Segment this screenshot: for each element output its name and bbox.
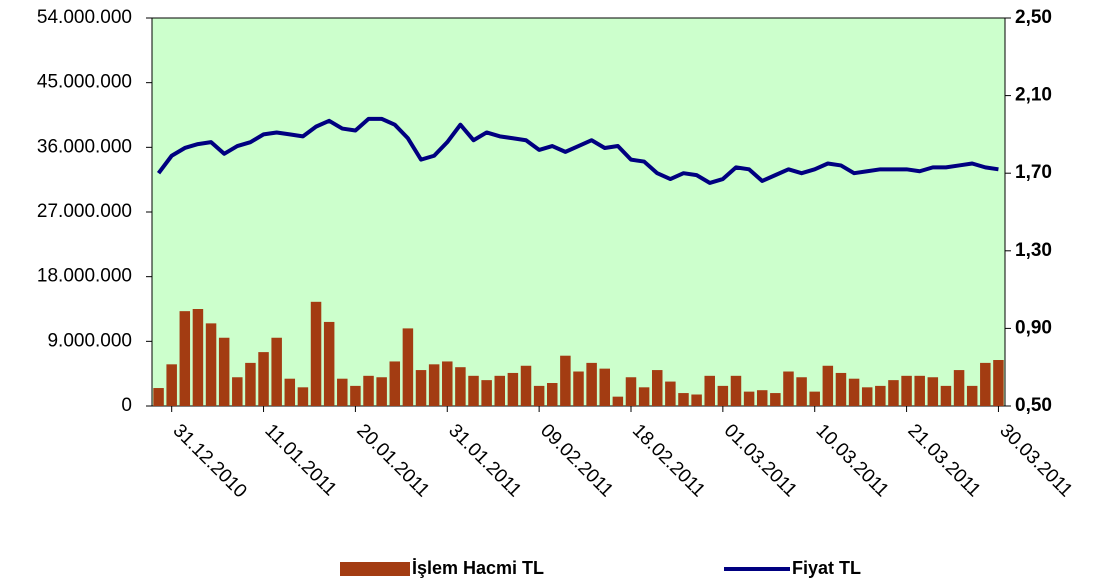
y2-tick-label: 1,30 xyxy=(1015,240,1052,261)
legend-label: Fiyat TL xyxy=(792,558,861,578)
plot-area xyxy=(151,17,1006,407)
bar xyxy=(507,372,519,406)
y2-tick-label: 2,10 xyxy=(1015,85,1052,106)
bar xyxy=(848,378,860,406)
bar xyxy=(638,387,650,406)
price-line xyxy=(156,116,999,185)
legend-label: İşlem Hacmi TL xyxy=(412,558,544,578)
bar xyxy=(717,385,729,406)
y2-tick-label: 0,50 xyxy=(1015,395,1052,416)
bar xyxy=(901,375,912,406)
bar xyxy=(993,360,1004,406)
bar xyxy=(402,328,414,406)
bar xyxy=(533,385,545,406)
bar xyxy=(730,375,742,406)
x-tick-label: 30.03.2011 xyxy=(995,420,1076,501)
bar xyxy=(218,337,230,406)
x-tick-label: 31.12.2010 xyxy=(169,420,251,502)
bar xyxy=(494,375,506,406)
bar xyxy=(966,385,978,406)
bar xyxy=(927,377,939,406)
bar xyxy=(822,365,834,406)
bar xyxy=(861,387,873,406)
x-tick-label: 09.02.2011 xyxy=(536,420,617,501)
y-tick-label: 18.000.000 xyxy=(37,266,132,287)
x-tick-label: 10.03.2011 xyxy=(812,420,893,501)
y-tick-label: 0 xyxy=(121,395,132,416)
bar xyxy=(835,372,847,406)
bar xyxy=(363,375,374,406)
x-tick-label: 21.03.2011 xyxy=(903,420,984,501)
bar xyxy=(337,378,348,406)
y-tick-label: 45.000.000 xyxy=(37,72,132,93)
bar xyxy=(192,309,204,406)
bar xyxy=(783,371,794,406)
bar xyxy=(389,361,401,406)
bar xyxy=(481,380,492,406)
bar xyxy=(809,391,820,406)
bar xyxy=(651,370,663,406)
bar xyxy=(520,365,532,406)
bar xyxy=(166,364,177,406)
bar xyxy=(704,375,715,406)
bar xyxy=(888,380,899,406)
bar xyxy=(245,362,256,406)
bar xyxy=(179,311,191,406)
bar xyxy=(612,396,624,406)
bar xyxy=(770,393,781,406)
bar xyxy=(547,383,558,406)
bar xyxy=(940,385,952,406)
bar xyxy=(625,377,637,406)
bar xyxy=(678,393,689,406)
bar xyxy=(599,368,610,406)
bar xyxy=(560,355,571,406)
bar xyxy=(980,362,991,406)
bar xyxy=(665,381,676,406)
bar xyxy=(573,371,584,406)
bar xyxy=(743,391,755,406)
bar xyxy=(415,370,427,406)
y-tick-label: 36.000.000 xyxy=(37,136,132,157)
y2-tick-label: 0,90 xyxy=(1015,317,1052,338)
bar xyxy=(953,370,965,406)
bar xyxy=(455,367,466,406)
bar xyxy=(914,375,925,406)
y2-tick-label: 2,50 xyxy=(1015,7,1052,28)
bar xyxy=(153,388,164,406)
x-tick-label: 31.01.2011 xyxy=(444,420,525,501)
bar xyxy=(756,390,768,406)
bar xyxy=(691,394,702,406)
bar xyxy=(796,377,807,406)
x-tick-label: 18.02.2011 xyxy=(628,420,709,501)
y-tick-label: 9.000.000 xyxy=(47,330,132,351)
y2-tick-label: 1,70 xyxy=(1015,162,1052,183)
bar xyxy=(297,387,309,406)
bar xyxy=(323,321,335,406)
bar xyxy=(875,385,886,406)
y-tick-label: 27.000.000 xyxy=(37,201,132,222)
bar xyxy=(205,323,217,406)
bar xyxy=(586,362,597,406)
bar xyxy=(376,377,387,406)
bar xyxy=(442,361,453,406)
bar xyxy=(258,352,269,406)
bar xyxy=(468,375,479,406)
x-tick-label: 11.01.2011 xyxy=(260,420,340,500)
bar xyxy=(350,385,361,406)
y-tick-label: 54.000.000 xyxy=(37,7,132,28)
bar xyxy=(271,337,282,406)
bar xyxy=(310,301,322,406)
x-tick-label: 01.03.2011 xyxy=(720,420,801,501)
bar xyxy=(284,378,296,406)
bar xyxy=(428,364,440,406)
bar xyxy=(232,377,243,406)
legend-swatch xyxy=(340,562,410,576)
x-tick-label: 20.01.2011 xyxy=(352,420,433,501)
